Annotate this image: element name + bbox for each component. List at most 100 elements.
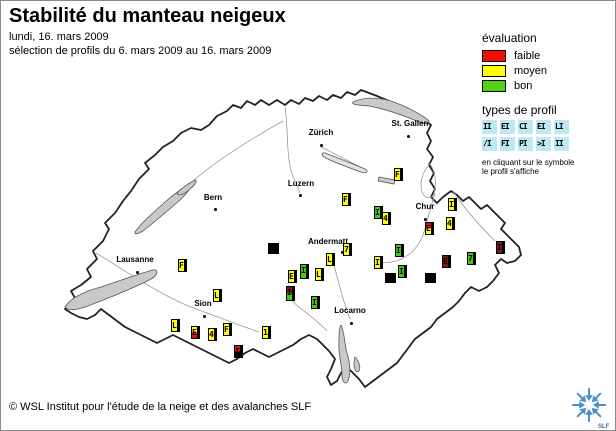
profile-type-icon-4: EI: [536, 120, 551, 134]
lake-geneva: [64, 269, 158, 310]
city-label-lausanne: Lausanne: [116, 255, 154, 264]
profile-marker-glyph: E: [443, 257, 448, 266]
profile-marker-bar: [240, 346, 242, 357]
profile-marker[interactable]: E: [191, 326, 200, 339]
profile-marker-bar: [229, 324, 231, 335]
bon-color-swatch: [482, 79, 506, 92]
profile-marker[interactable]: F: [223, 323, 232, 336]
profile-marker[interactable]: I: [398, 265, 407, 278]
profile-marker[interactable]: [385, 273, 396, 283]
profile-marker[interactable]: I: [496, 241, 505, 254]
profile-marker-bar: [332, 254, 334, 265]
profile-marker-bar: [349, 244, 351, 255]
legend-row-moyen: moyen: [482, 63, 612, 78]
date-line: lundi, 16. mars 2009: [9, 31, 109, 43]
legend-row-bon: bon: [482, 78, 612, 93]
city-label-stgallen: St. Gallen: [391, 119, 429, 128]
profile-marker[interactable]: L: [315, 268, 324, 281]
profile-marker-glyph: L: [316, 270, 321, 279]
profile-marker-bar: [401, 245, 403, 256]
profile-marker-bar: [317, 297, 319, 308]
city-dot-lausanne: [136, 271, 139, 274]
profile-marker-bar: [306, 265, 308, 278]
evaluation-title: évaluation: [482, 31, 537, 45]
legend-note-line1: en cliquant sur le symbole: [482, 158, 575, 167]
slf-snowflake-logo: SLF: [572, 388, 609, 429]
profile-marker-glyph: E: [289, 272, 294, 281]
profile-marker-bar: [292, 287, 294, 300]
city-label-zrich: Zürich: [308, 128, 334, 137]
profile-marker[interactable]: I: [395, 244, 404, 257]
profile-marker[interactable]: E: [442, 255, 451, 268]
profile-marker-glyph: E: [192, 328, 197, 337]
profile-marker-glyph: I: [235, 347, 240, 356]
profile-marker[interactable]: 4: [208, 328, 217, 341]
profile-marker-glyph: 4: [447, 219, 452, 228]
profile-marker-bar: [268, 327, 270, 338]
lake-zurich: [321, 152, 368, 174]
city-dot-chur: [424, 218, 427, 221]
profile-marker[interactable]: [268, 243, 279, 254]
profile-marker[interactable]: 4: [382, 212, 391, 225]
profile-marker-bar: [177, 320, 179, 331]
city-label-andermatt: Andermatt: [307, 237, 348, 246]
profile-marker-bar: [294, 271, 296, 282]
profile-type-icon-1: II: [482, 120, 497, 134]
profile-marker-glyph: F: [224, 325, 229, 334]
profile-marker[interactable]: F: [178, 259, 187, 272]
faible-color-swatch: [482, 49, 506, 62]
profile-marker-bar: [214, 329, 216, 340]
profile-marker[interactable]: F: [342, 193, 351, 206]
copyright-text: © WSL Institut pour l'étude de la neige …: [9, 401, 312, 413]
profile-marker[interactable]: E: [425, 222, 434, 235]
city-label-locarno: Locarno: [334, 306, 366, 315]
profile-marker[interactable]: 7: [343, 243, 352, 256]
profile-marker-glyph: I: [375, 258, 380, 267]
profile-marker[interactable]: L: [171, 319, 180, 332]
profile-marker-glyph: 4: [209, 330, 214, 339]
profile-marker-glyph: I: [396, 246, 401, 255]
profile-marker-glyph: L: [214, 291, 219, 300]
profile-marker-bar: [431, 223, 433, 234]
profile-marker[interactable]: 4: [446, 217, 455, 230]
profile-marker-glyph: F: [343, 195, 348, 204]
profile-marker[interactable]: I: [311, 296, 320, 309]
legend: évaluation faible moyen bon types de pro…: [482, 31, 612, 176]
bon-label: bon: [514, 79, 533, 92]
moyen-color-swatch: [482, 64, 506, 77]
internal-borders: [95, 106, 496, 333]
profile-marker[interactable]: II: [448, 198, 458, 211]
profile-marker-bar: [197, 327, 199, 338]
lake-constance: [352, 97, 430, 124]
profile-marker[interactable]: L: [326, 253, 335, 266]
profile-marker[interactable]: 7: [467, 252, 476, 265]
faible-label: faible: [514, 49, 541, 62]
profile-type-icon-6: /I: [482, 137, 497, 151]
city-dot-luzern: [299, 194, 302, 197]
swiss-border: [64, 89, 522, 388]
profile-marker[interactable]: I: [374, 256, 383, 269]
slf-logo-text: SLF: [598, 424, 609, 429]
profile-marker[interactable]: F: [394, 168, 403, 181]
profile-marker-glyph: I: [287, 288, 292, 297]
profile-marker[interactable]: I: [234, 345, 243, 358]
profile-marker-glyph: I: [375, 208, 380, 217]
city-dot-locarno: [350, 322, 353, 325]
profile-marker[interactable]: [425, 273, 436, 283]
profile-marker-bar: [380, 257, 382, 268]
profile-marker[interactable]: I: [286, 286, 295, 301]
profile-marker[interactable]: 1: [262, 326, 271, 339]
city-label-bern: Bern: [203, 193, 223, 202]
profile-marker[interactable]: L: [213, 289, 222, 302]
city-dot-bern: [214, 208, 217, 211]
profile-type-icon-8: PI: [518, 137, 533, 151]
profile-marker[interactable]: I: [300, 264, 309, 279]
city-dot-andermatt: [341, 251, 344, 254]
profile-marker-glyph: II: [449, 200, 458, 209]
profile-marker[interactable]: E: [288, 270, 297, 283]
profile-marker-bar: [388, 213, 390, 224]
lake-lugano: [353, 356, 361, 372]
legend-note-line2: le profil s'affiche: [482, 167, 539, 176]
